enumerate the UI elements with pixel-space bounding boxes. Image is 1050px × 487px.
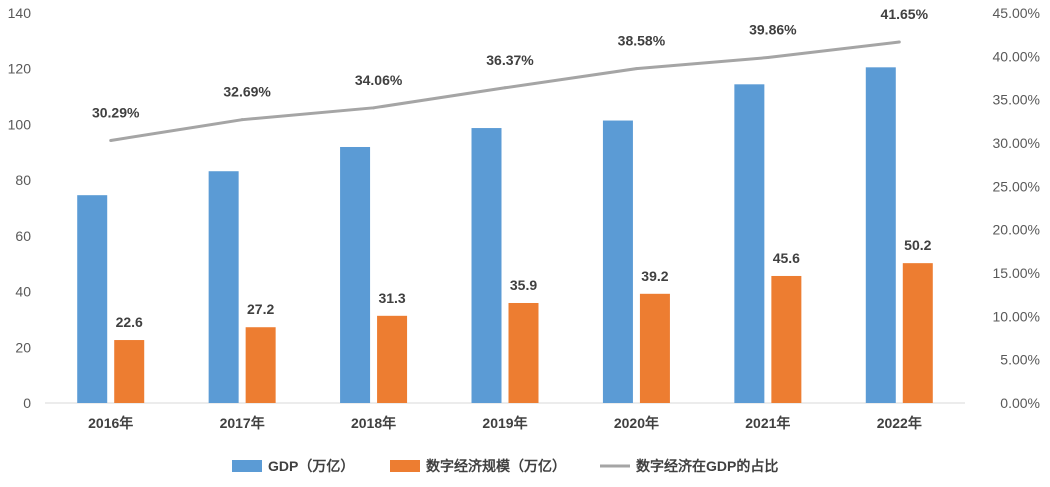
line-point	[634, 67, 638, 71]
bar-gdp	[208, 171, 239, 403]
line-data-label: 36.37%	[486, 52, 534, 68]
bar-data-label: 22.6	[116, 314, 143, 330]
y-right-tick-label: 25.00%	[993, 178, 1040, 194]
legend-swatch	[390, 460, 420, 472]
y-left-tick-label: 60	[15, 228, 31, 244]
bar-gdp	[471, 128, 502, 404]
x-tick-label: 2022年	[877, 415, 922, 431]
data-labels: 22.6 27.2 31.3 35.9 39.2 45.6 50.2 30.29% 32.69%…	[92, 6, 932, 330]
bar-digital-economy	[508, 302, 539, 403]
bar-gdp	[865, 67, 896, 404]
y-left-tick-label: 80	[15, 172, 31, 188]
y-left-tick-label: 40	[15, 284, 31, 300]
x-tick-label: 2018年	[351, 415, 396, 431]
bar-digital-economy	[639, 293, 670, 403]
percentage-line	[109, 40, 901, 142]
bar-data-label: 31.3	[378, 290, 405, 306]
bar-data-label: 50.2	[904, 237, 931, 253]
bar-gdp	[734, 84, 765, 404]
x-tick-label: 2020年	[614, 415, 659, 431]
y-left-tick-label: 100	[8, 116, 32, 132]
bar-data-label: 39.2	[641, 268, 668, 284]
line-point	[766, 56, 770, 60]
line-point	[372, 106, 376, 110]
bar-gdp	[602, 120, 633, 404]
y-right-tick-label: 35.00%	[993, 92, 1040, 108]
line-data-label: 30.29%	[92, 104, 140, 120]
line-data-label: 32.69%	[223, 84, 271, 100]
bar-data-label: 35.9	[510, 277, 537, 293]
line-data-label: 41.65%	[881, 6, 929, 22]
bar-gdp	[340, 146, 371, 403]
line-point	[503, 86, 507, 90]
bar-digital-economy	[377, 315, 408, 403]
bars	[77, 67, 933, 404]
line-data-label: 34.06%	[355, 72, 403, 88]
y-left-tick-label: 120	[8, 61, 32, 77]
axes: 0 20 40 60 80 100 120 140 0.00% 5.00% 10.00% 15.00%…	[8, 5, 1040, 431]
y-right-tick-label: 5.00%	[1000, 352, 1040, 368]
x-tick-label: 2016年	[88, 415, 133, 431]
bar-gdp	[77, 195, 108, 403]
y-left-tick-label: 20	[15, 339, 31, 355]
bar-digital-economy	[902, 263, 933, 403]
bar-digital-economy	[771, 275, 802, 403]
y-right-tick-label: 45.00%	[993, 5, 1040, 21]
legend-label: 数字经济规模（万亿）	[426, 458, 566, 474]
y-right-tick-label: 10.00%	[993, 308, 1040, 324]
line-point	[240, 118, 244, 122]
line-point	[109, 138, 113, 142]
bar-data-label: 45.6	[773, 250, 800, 266]
y-right-tick-label: 20.00%	[993, 222, 1040, 238]
x-tick-label: 2017年	[220, 415, 265, 431]
y-left-tick-label: 0	[23, 395, 31, 411]
y-right-tick-label: 0.00%	[1000, 395, 1040, 411]
legend-label: GDP（万亿）	[268, 458, 354, 474]
bar-digital-economy	[245, 327, 276, 403]
line-point	[897, 40, 901, 44]
y-right-tick-label: 15.00%	[993, 265, 1040, 281]
x-tick-label: 2019年	[482, 415, 527, 431]
bar-data-label: 27.2	[247, 301, 274, 317]
bar-digital-economy	[114, 340, 145, 403]
line-data-label: 39.86%	[749, 22, 797, 38]
legend-swatch	[232, 460, 262, 472]
y-left-tick-label: 140	[8, 5, 32, 21]
y-right-tick-label: 40.00%	[993, 48, 1040, 64]
line-data-label: 38.58%	[618, 33, 666, 49]
legend: GDP（万亿） 数字经济规模（万亿） 数字经济在GDP的占比	[232, 458, 778, 474]
legend-label: 数字经济在GDP的占比	[636, 458, 778, 474]
x-tick-label: 2021年	[745, 415, 790, 431]
y-right-tick-label: 30.00%	[993, 135, 1040, 151]
